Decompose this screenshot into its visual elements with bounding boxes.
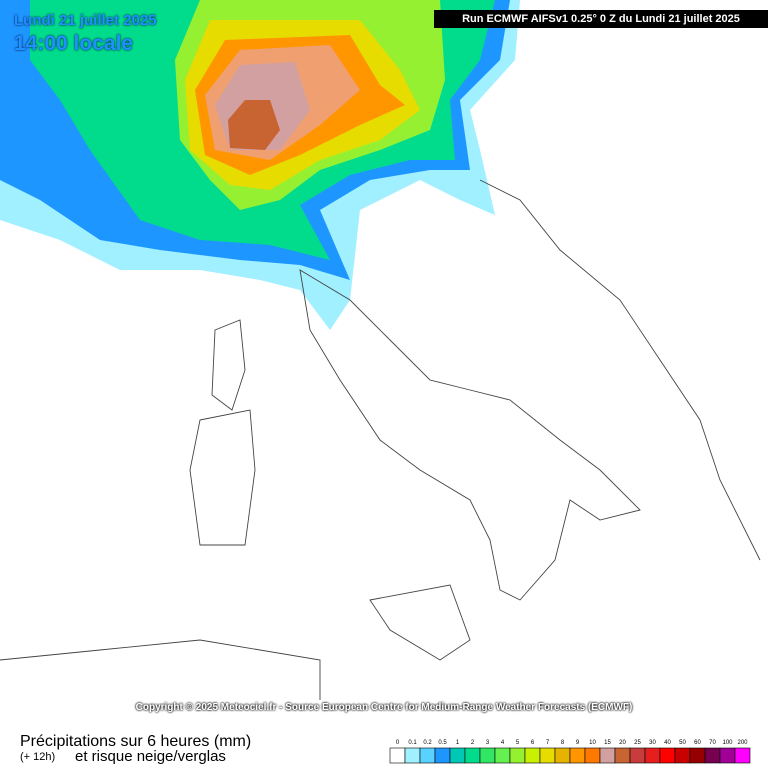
balkan-coast — [479, 179, 761, 561]
legend-label: 70 — [709, 740, 716, 746]
legend-label: 15 — [604, 740, 611, 746]
legend-swatch — [659, 747, 676, 764]
legend: 0 0.1 0.2 0.5 1 2 3 4 5 6 7 8 9 10 15 20 25 30 40 50 60 70 100… — [389, 740, 751, 764]
legend-swatch — [629, 747, 646, 764]
legend-swatch — [599, 747, 616, 764]
legend-label: 8 — [561, 740, 565, 746]
legend-label: 3 — [486, 740, 490, 746]
legend-swatch — [539, 747, 556, 764]
legend-swatch — [554, 747, 571, 764]
legend-swatch — [494, 747, 511, 764]
precip-20 — [228, 100, 280, 150]
precipitation — [0, 0, 520, 330]
legend-swatch — [404, 747, 421, 764]
legend-swatch — [479, 747, 496, 764]
time: 14:00 locale — [14, 32, 134, 55]
legend-label: 20 — [619, 740, 626, 746]
legend-label: 1 — [456, 740, 460, 746]
legend-label: 0 — [396, 740, 400, 746]
legend-label: 30 — [649, 740, 656, 746]
legend-swatch — [674, 747, 691, 764]
legend-label: 0.2 — [423, 740, 432, 746]
legend-swatch — [464, 747, 481, 764]
legend-swatch — [524, 747, 541, 764]
coastlines — [0, 179, 761, 700]
legend-swatch — [389, 747, 406, 764]
footer-lead: (+ 12h) — [20, 751, 56, 763]
legend-label: 6 — [531, 740, 535, 746]
legend-label: 100 — [722, 740, 733, 746]
legend-label: 7 — [546, 740, 550, 746]
legend-label: 2 — [471, 740, 475, 746]
legend-label: 25 — [634, 740, 641, 746]
legend-label: 0.5 — [438, 740, 447, 746]
footer-subtitle: et risque neige/verglas — [75, 748, 226, 765]
legend-label: 4 — [501, 740, 505, 746]
legend-label: 200 — [737, 740, 748, 746]
corsica — [211, 319, 246, 411]
africa-coast — [0, 639, 321, 700]
sardinia — [189, 409, 256, 546]
legend-label: 40 — [664, 740, 671, 746]
italy-coast — [299, 269, 641, 601]
legend-label: 10 — [589, 740, 596, 746]
legend-swatch — [449, 747, 466, 764]
legend-swatch — [614, 747, 631, 764]
legend-swatch — [719, 747, 736, 764]
legend-label: 50 — [679, 740, 686, 746]
legend-swatch — [584, 747, 601, 764]
legend-label: 0.1 — [408, 740, 417, 746]
run-info: Run ECMWF AIFSv1 0.25° 0 Z du Lundi 21 j… — [434, 10, 768, 28]
copyright: Copyright © 2025 Meteociel.fr - Source E… — [135, 702, 633, 713]
legend-swatch — [569, 747, 586, 764]
legend-swatch — [434, 747, 451, 764]
legend-swatch — [734, 747, 751, 764]
footer-title: Précipitations sur 6 heures (mm) — [20, 733, 252, 750]
legend-label: 60 — [694, 740, 701, 746]
legend-swatch — [704, 747, 721, 764]
legend-swatch — [689, 747, 706, 764]
legend-swatch — [419, 747, 436, 764]
legend-label: 5 — [516, 740, 520, 746]
date: Lundi 21 juillet 2025 — [14, 12, 157, 29]
legend-swatch — [509, 747, 526, 764]
legend-swatch — [644, 747, 661, 764]
legend-label: 9 — [576, 740, 580, 746]
sicily — [369, 584, 471, 661]
